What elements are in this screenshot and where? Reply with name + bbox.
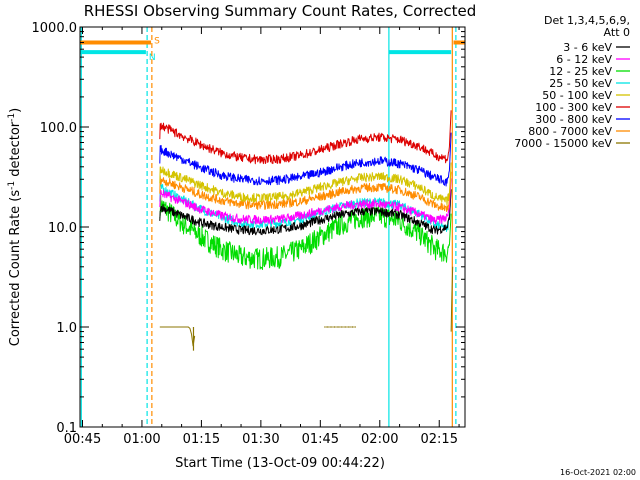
series-line-50-100	[159, 162, 452, 206]
chart-title: RHESSI Observing Summary Count Rates, Co…	[84, 2, 477, 20]
series-line-7000-15000	[159, 326, 196, 347]
series-end-7000-15000	[450, 266, 454, 332]
y-tick-label: 0.1	[56, 421, 77, 436]
series-layer	[159, 110, 454, 351]
legend-label: 12 - 25 keV	[549, 65, 612, 78]
series-line-300-800	[159, 132, 452, 187]
y-tick-label: 100.0	[40, 121, 77, 136]
y-tick-label: 1.0	[56, 321, 77, 336]
legend-label: 800 - 7000 keV	[528, 125, 612, 138]
x-tick-label: 01:15	[183, 432, 220, 447]
legend-label: 7000 - 15000 keV	[514, 137, 612, 150]
x-tick-label: 02:00	[361, 432, 398, 447]
y-axis-label: Corrected Count Rate (s-1 detector-1)	[7, 108, 23, 346]
series-line-100-300	[159, 110, 452, 165]
x-tick-label: 00:45	[64, 432, 101, 447]
y-label-end: )	[8, 108, 23, 113]
footer-timestamp: 16-Oct-2021 02:00	[560, 468, 636, 477]
orange-state-label: S	[154, 36, 160, 46]
y-label-exp1: -1	[7, 181, 17, 190]
y-tick-label: 1000.0	[32, 21, 78, 36]
legend-label: 100 - 300 keV	[535, 101, 612, 114]
legend-label: 25 - 50 keV	[549, 77, 612, 90]
series-line-6-12	[159, 178, 452, 225]
y-label-exp2: -1	[7, 113, 17, 122]
cyan-state-label: N	[149, 53, 156, 63]
legend-label: 6 - 12 keV	[556, 53, 612, 66]
legend-label: 50 - 100 keV	[542, 89, 612, 102]
legend-header: Att 0	[604, 26, 630, 39]
series-line-800-7000	[159, 171, 452, 212]
legend-label: 300 - 800 keV	[535, 113, 612, 126]
legend-header: Det 1,3,4,5,6,9,	[544, 14, 630, 27]
axis-ticks: 00:45 01:00 01:15 01:30 01:45 02:00 02:15 0.1 1.…	[32, 21, 465, 447]
y-label-main: Corrected Count Rate (s	[8, 190, 23, 347]
y-label-mid: detector	[8, 121, 23, 181]
y-tick-label: 10.0	[48, 221, 77, 236]
x-axis-label: Start Time (13-Oct-09 00:44:22)	[175, 456, 385, 471]
x-tick-label: 01:00	[123, 432, 160, 447]
series-line-3-6	[159, 189, 452, 236]
legend-label: 3 - 6 keV	[563, 41, 612, 54]
series-line-12-25	[159, 195, 452, 270]
x-tick-label: 01:45	[302, 432, 339, 447]
x-tick-label: 01:30	[242, 432, 279, 447]
x-tick-label: 02:15	[421, 432, 458, 447]
